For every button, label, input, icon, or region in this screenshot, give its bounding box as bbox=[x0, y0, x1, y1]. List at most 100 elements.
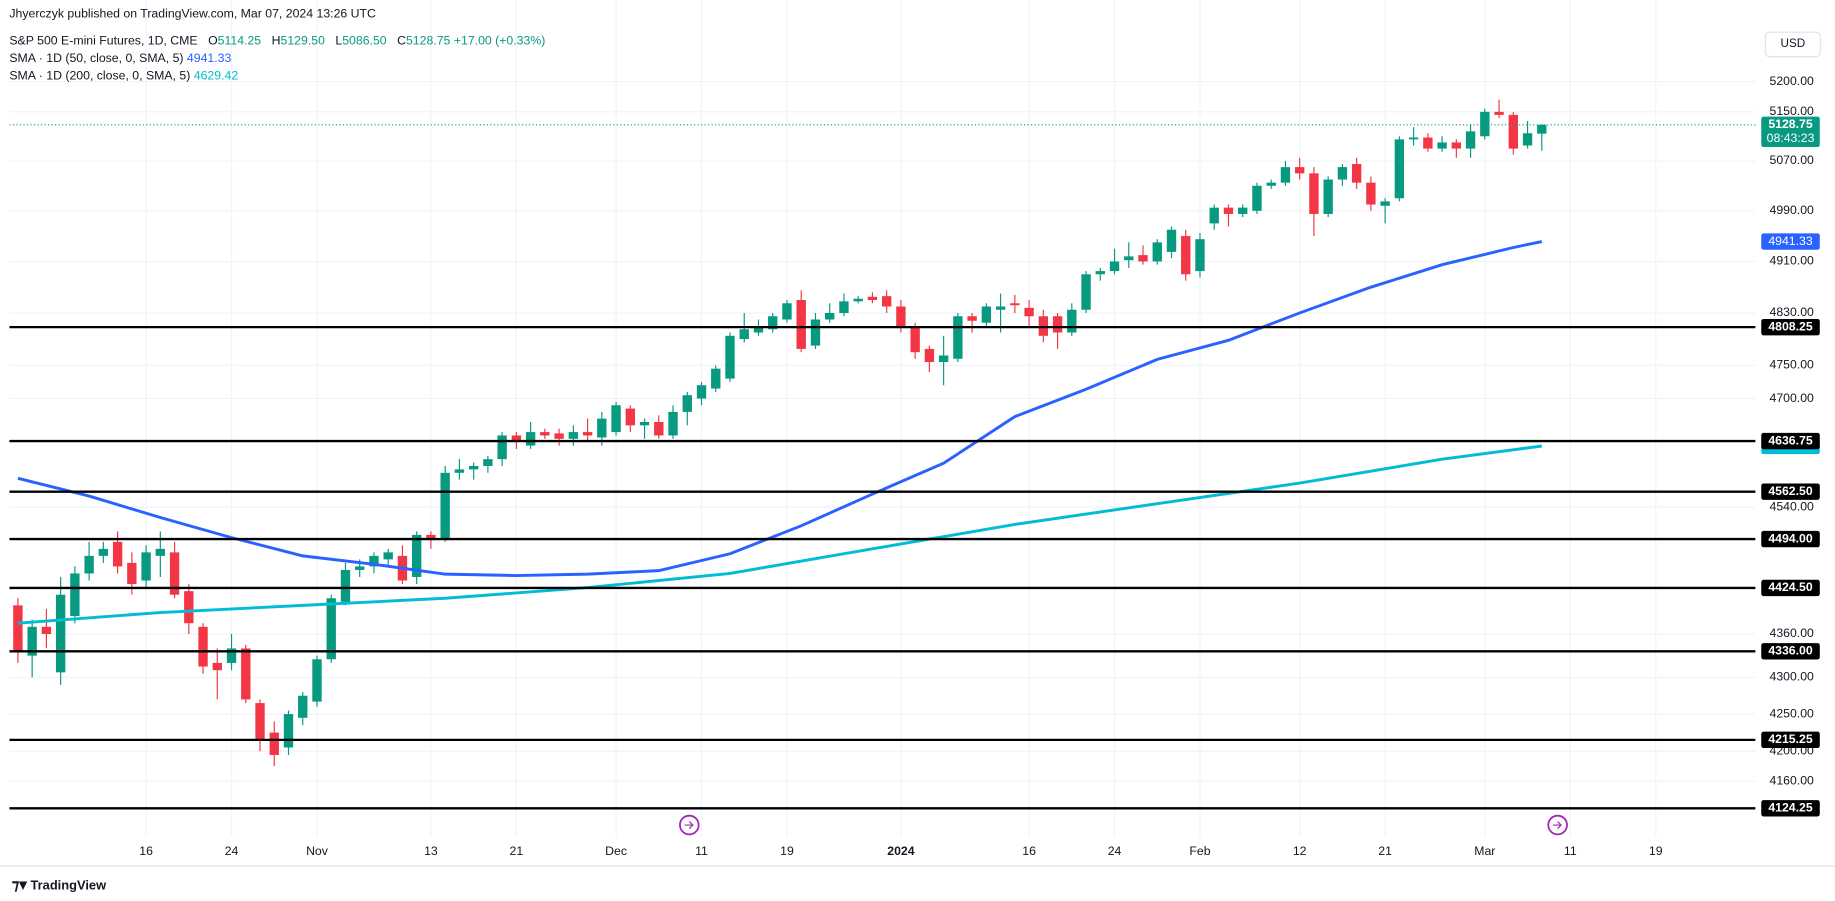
y-tick-label: 4750.00 bbox=[1770, 358, 1815, 372]
logo-icon: ⁊▾ bbox=[11, 875, 27, 893]
x-tick-label: 24 bbox=[225, 844, 239, 858]
level-badge-label: 4336.00 bbox=[1768, 644, 1813, 658]
candle-body bbox=[1081, 274, 1091, 310]
price-badges: 4941.334629.424808.254636.754562.504494.… bbox=[1761, 116, 1820, 817]
x-tick-label: Dec bbox=[605, 844, 627, 858]
x-tick-label: 2024 bbox=[887, 844, 914, 858]
candle-body bbox=[810, 319, 821, 346]
candle-body bbox=[995, 306, 1006, 310]
axes: 4160.004200.004250.004300.004360.004540.… bbox=[139, 74, 1814, 858]
level-badge bbox=[1761, 643, 1820, 660]
candle-body bbox=[782, 303, 792, 320]
candle-body bbox=[611, 405, 621, 433]
candle-body bbox=[1252, 185, 1262, 211]
candle-body bbox=[1238, 207, 1248, 214]
candle-body bbox=[27, 626, 37, 656]
candle-body bbox=[241, 648, 251, 700]
candle-body bbox=[568, 432, 579, 439]
candle-body bbox=[1124, 256, 1134, 261]
candle-body bbox=[910, 326, 920, 353]
candle-body bbox=[1280, 167, 1291, 183]
x-tick-label: 21 bbox=[510, 844, 524, 858]
candle-body bbox=[696, 385, 707, 399]
candle-body bbox=[1337, 167, 1348, 180]
y-tick-label: 4360.00 bbox=[1770, 626, 1815, 640]
level-badge-label: 4636.75 bbox=[1768, 433, 1813, 447]
candle-body bbox=[1394, 139, 1405, 199]
candle-body bbox=[1508, 114, 1518, 149]
level-badge-label: 4424.50 bbox=[1768, 580, 1813, 594]
currency-button[interactable]: USD bbox=[1764, 31, 1821, 58]
candle-body bbox=[967, 316, 977, 321]
candle-body bbox=[70, 573, 80, 617]
candle-body bbox=[896, 306, 906, 327]
level-badge bbox=[1761, 432, 1820, 450]
candle-body bbox=[497, 435, 507, 460]
candle-body bbox=[1109, 261, 1120, 272]
sma-legend: SMA · 1D (50, close, 0, SMA, 5) 4941.33 bbox=[9, 51, 231, 65]
candle-body bbox=[938, 355, 949, 363]
candle-body bbox=[1465, 131, 1476, 149]
x-tick-label: 21 bbox=[1378, 844, 1392, 858]
candle-body bbox=[369, 555, 379, 567]
level-badge-label: 4808.25 bbox=[1768, 319, 1813, 333]
candle-body bbox=[269, 732, 279, 755]
candle-body bbox=[98, 548, 109, 556]
ohlc-key: O bbox=[208, 33, 218, 48]
level-badge bbox=[1761, 579, 1820, 597]
candle-body bbox=[1138, 255, 1148, 262]
candle-body bbox=[881, 296, 892, 307]
candle-body bbox=[739, 329, 749, 340]
candle-body bbox=[483, 459, 493, 466]
candle-body bbox=[1380, 201, 1390, 206]
candle-body bbox=[426, 534, 436, 539]
ohlc-key: L bbox=[335, 33, 343, 48]
candle-body bbox=[668, 411, 678, 436]
candle-body bbox=[525, 432, 536, 446]
x-tick-label: 12 bbox=[1293, 844, 1307, 858]
x-tick-label: Nov bbox=[306, 844, 329, 858]
x-tick-label: 16 bbox=[139, 844, 153, 858]
grid bbox=[9, 0, 1756, 837]
legend-name: SMA · 1D (200, close, 0, SMA, 5) bbox=[9, 69, 191, 84]
level-badge bbox=[1761, 800, 1820, 817]
candle-body bbox=[184, 591, 194, 624]
candle-body bbox=[511, 435, 522, 441]
candle-body bbox=[1309, 173, 1319, 214]
y-tick-label: 4160.00 bbox=[1770, 773, 1815, 787]
candle-body bbox=[768, 316, 778, 330]
candle-body bbox=[55, 594, 66, 673]
candle-body bbox=[554, 433, 564, 439]
y-tick-label: 4300.00 bbox=[1770, 670, 1815, 684]
candle-body bbox=[169, 552, 180, 595]
candle-body bbox=[1181, 236, 1191, 275]
candle-body bbox=[468, 465, 479, 470]
candle-body bbox=[112, 541, 123, 567]
candle-body bbox=[255, 703, 265, 741]
level-badge-label: 4124.25 bbox=[1768, 801, 1813, 815]
candle-body bbox=[540, 432, 550, 436]
candle-body bbox=[198, 626, 208, 667]
candle-body bbox=[383, 552, 393, 560]
level-badge-label: 4562.50 bbox=[1768, 484, 1813, 498]
x-tick-label: 24 bbox=[1108, 844, 1122, 858]
candle-body bbox=[1067, 309, 1077, 333]
candle-body bbox=[867, 296, 878, 301]
candle-body bbox=[924, 348, 935, 363]
publisher: Jhyerczyk published on TradingView.com, … bbox=[9, 7, 376, 22]
candle-body bbox=[1223, 207, 1234, 214]
x-tick-label: 19 bbox=[780, 844, 794, 858]
candle-body bbox=[853, 298, 863, 302]
candle-body bbox=[440, 472, 450, 539]
y-tick-label: 5150.00 bbox=[1770, 104, 1815, 118]
candle-body bbox=[355, 566, 365, 570]
sma-line bbox=[17, 444, 1543, 625]
y-tick-label: 5200.00 bbox=[1770, 74, 1815, 88]
ohlc-value: 5086.50 bbox=[342, 33, 387, 48]
legend-name: SMA · 1D (50, close, 0, SMA, 5) bbox=[9, 51, 184, 66]
candle-body bbox=[1522, 133, 1533, 146]
legend-value: 4941.33 bbox=[186, 51, 232, 66]
candle-body bbox=[1024, 307, 1034, 317]
level-badge bbox=[1761, 731, 1820, 749]
